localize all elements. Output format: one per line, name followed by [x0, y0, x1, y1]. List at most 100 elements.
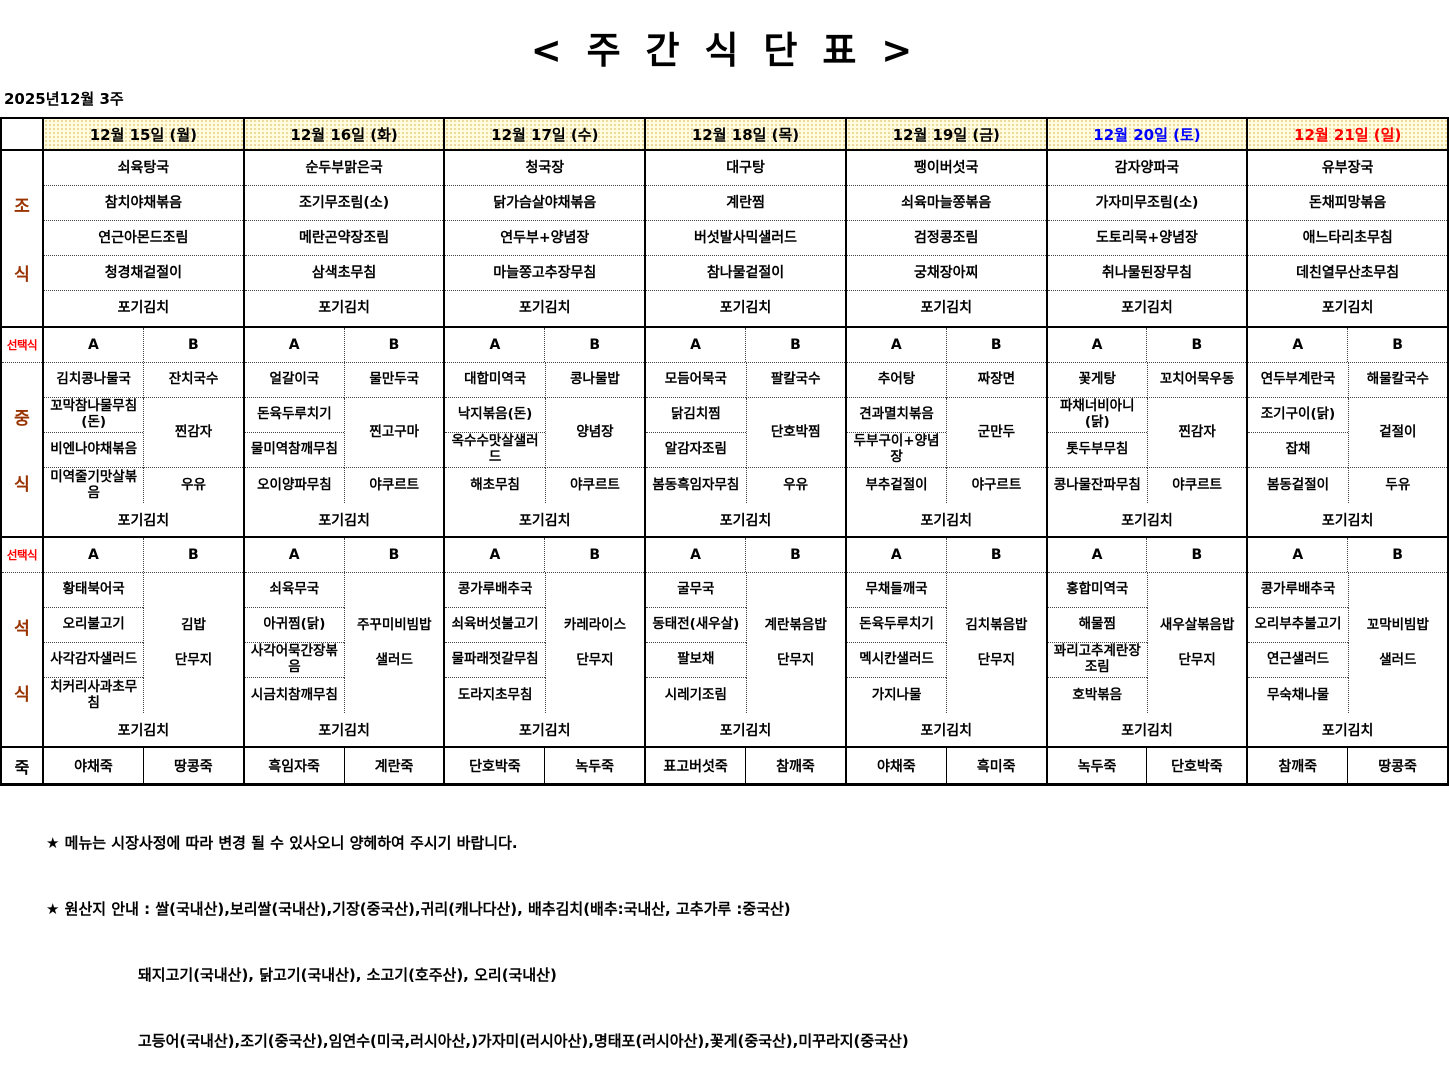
- choice-header-b: B: [142, 538, 243, 572]
- menu-cell: 찐감자: [143, 398, 243, 468]
- menu-cell: [143, 678, 242, 713]
- menu-cell: 버섯발사믹샐러드: [646, 221, 845, 256]
- menu-cell: 추어탕: [846, 363, 947, 398]
- porridge-day-1: 야채죽 땅콩죽: [42, 748, 243, 783]
- menu-grid: 홍합미역국 해물찜 꽈리고추계란장조림 호박볶음 새우살볶음밥 단무지: [1047, 573, 1247, 713]
- lunch-day-5: A B 추어탕 견과멸치볶음 두부구이+양념장 부추겉절이 짜장면 군만두 야구르트 포기김치: [844, 328, 1046, 536]
- note-menu-change: ★ 메뉴는 시장사정에 따라 변경 될 수 있사오니 양헤하여 주시기 바랍니다…: [46, 834, 518, 852]
- choice-header-a: A: [489, 337, 501, 353]
- note-origin-info: ★ 원산지 안내 : 쌀(국내산),보리쌀(국내산),기장(중국산),귀리(캐나…: [46, 900, 791, 918]
- day-header-4: 12월 18일 (목): [644, 119, 845, 149]
- menu-cell: 호박볶음: [1072, 686, 1123, 703]
- kimchi-cell: 포기김치: [920, 722, 972, 739]
- menu-cell: 쇠육탕국: [44, 151, 243, 186]
- row-label-char: 식: [14, 264, 30, 285]
- menu-cell: 대구탕: [646, 151, 845, 186]
- choice-header-b: B: [945, 328, 1046, 362]
- menu-cell: 찐고구마: [344, 398, 444, 468]
- day-header-1: 12월 15일 (월): [42, 119, 243, 149]
- menu-cell: 돈육두루치기: [846, 608, 947, 643]
- menu-cell: 단무지: [544, 643, 644, 678]
- menu-cell: 두부구이+양념장: [846, 433, 947, 468]
- menu-cell: 야쿠르트: [1146, 468, 1246, 503]
- menu-cell: 콩나물밥: [544, 363, 645, 398]
- menu-cell: 삼색초무침: [244, 256, 444, 291]
- porridge-cell: 계란죽: [343, 748, 444, 783]
- menu-cell: 참나물겉절이: [646, 256, 845, 291]
- menu-cell: [344, 678, 443, 713]
- menu-cell: 낙지볶음(돈): [445, 398, 545, 433]
- porridge-cell: 흑미죽: [945, 748, 1046, 783]
- lunch-day-1: A B 김치콩나물국 꼬막참나물무침(돈) 비엔나야채볶음 미역줄기맛살볶음 잔치국수 찐감자…: [42, 328, 243, 536]
- menu-cell: [544, 573, 644, 608]
- menu-cell: 잡채: [1248, 433, 1348, 468]
- menu-cell: 도토리묵+양념장: [1047, 221, 1247, 256]
- choice-header-b: B: [343, 328, 444, 362]
- choice-header-b: B: [1146, 538, 1246, 572]
- row-label-char: 석: [14, 618, 30, 639]
- breakfast-day-2: 순두부맑은국 조기무조림(소) 메란곤약장조림 삼색초무침 포기김치: [242, 151, 444, 326]
- choice-header-a: A: [890, 337, 902, 353]
- menu-grid: 김치콩나물국 꼬막참나물무침(돈) 비엔나야채볶음 미역줄기맛살볶음 잔치국수 찐감자 우유: [44, 363, 243, 503]
- menu-grid: 대합미역국 낙지볶음(돈) 옥수수맛살샐러드 해초무침 콩나물밥 양념장 야쿠르트: [445, 363, 645, 503]
- lunch-day-3: A B 대합미역국 낙지볶음(돈) 옥수수맛살샐러드 해초무침 콩나물밥 양념장 야쿠르트 포기김…: [443, 328, 645, 536]
- choice-header-a: A: [288, 547, 300, 563]
- note-origin-fish: 고등어(국내산),조기(중국산),임연수(미국,러시아산,)가자미(러시아산),…: [138, 1032, 909, 1050]
- porridge-cell: 단호박죽: [469, 758, 521, 775]
- lunch-day-2: A B 얼갈이국 돈육두루치기 물미역참깨무침 오이양파무침 물만두국 찐고구마 야쿠르트 포기김…: [242, 328, 444, 536]
- porridge-cell: 야채죽: [876, 758, 916, 775]
- porridge-day-5: 야채죽 흑미죽: [844, 748, 1046, 783]
- dinner-day-1: A B 황태북어국 오리불고기 사각감자샐러드 치커리사과초무침 김밥 단무지 포기김치: [42, 538, 243, 746]
- menu-cell: 애느타리초무침: [1248, 221, 1448, 256]
- menu-cell: 비엔나야채볶음: [44, 433, 144, 468]
- menu-cell: [946, 678, 1045, 713]
- dinner-day-7: A B 콩가루배추국 오리부추불고기 연근샐러드 무숙채나물 꼬막비빔밥 샐러드 포기김치: [1246, 538, 1448, 746]
- menu-grid: 콩가루배추국 오리부추불고기 연근샐러드 무숙채나물 꼬막비빔밥 샐러드: [1248, 573, 1447, 713]
- menu-cell: 단무지: [946, 643, 1045, 678]
- menu-cell: 데친열무산초무침: [1248, 256, 1448, 291]
- menu-cell: 파채너비아니(닭): [1047, 398, 1147, 433]
- dinner-day-6: A B 홍합미역국 해물찜 꽈리고추계란장조림 호박볶음 새우살볶음밥 단무지 포기김치: [1045, 538, 1247, 746]
- menu-cell: 사각어묵간장볶음: [244, 643, 345, 678]
- row-label-char: 중: [14, 408, 30, 429]
- menu-cell: 겉절이: [1347, 398, 1448, 468]
- menu-cell: [745, 678, 845, 713]
- menu-cell: 포기김치: [1321, 300, 1374, 317]
- menu-cell: 포기김치: [719, 300, 772, 317]
- menu-cell: 아귀찜(닭): [244, 608, 345, 643]
- menu-cell: 부추겉절이: [865, 476, 928, 493]
- menu-cell: 새우살볶음밥: [1146, 608, 1246, 643]
- menu-cell: 팔칼국수: [745, 363, 845, 398]
- menu-grid: 무채들깨국 돈육두루치기 멕시칸샐러드 가지나물 김치볶음밥 단무지: [846, 573, 1046, 713]
- menu-cell: [143, 573, 242, 608]
- breakfast-day-5: 팽이버섯국 쇠육마늘쫑볶음 검정콩조림 궁채장아찌 포기김치: [844, 151, 1046, 326]
- menu-cell: 황태북어국: [44, 573, 144, 608]
- menu-cell: 연근샐러드: [1248, 643, 1348, 678]
- menu-cell: 돈육두루치기: [244, 398, 345, 433]
- dinner-day-3: A B 콩가루배추국 쇠육버섯불고기 물파래젓갈무침 도라지초무침 카레라이스 단무지 포기김치: [443, 538, 645, 746]
- menu-cell: 굴무국: [646, 573, 746, 608]
- menu-cell: 무채들깨국: [846, 573, 947, 608]
- section-dinner: 선택식 석 식 A B 황태북어국 오리불고기 사각감자샐러드 치커리사과초무침 김밥 단무지 포기김…: [2, 538, 1448, 748]
- breakfast-day-1: 쇠육탕국 참치야채볶음 연근아몬드조림 청경채겉절이 포기김치: [42, 151, 243, 326]
- footer-notes: ★ 메뉴는 시장사정에 따라 변경 될 수 있사오니 양헤하여 주시기 바랍니다…: [46, 788, 909, 1074]
- menu-cell: [1146, 678, 1246, 713]
- menu-cell: 순두부맑은국: [244, 151, 444, 186]
- section-porridge: 죽 야채죽 땅콩죽 흑임자죽 계란죽 단호박죽 녹두죽 표고버섯죽 참깨죽 야채죽 흑미죽 녹두죽 단호…: [2, 748, 1447, 783]
- menu-cell: 야쿠르트: [544, 468, 644, 503]
- menu-cell: 연두부+양념장: [445, 221, 645, 256]
- menu-cell: 김밥: [143, 608, 242, 643]
- page-title: < 주 간 식 단 표 >: [530, 29, 919, 72]
- menu-cell: 김치콩나물국: [44, 363, 144, 398]
- choice-header-b: B: [142, 328, 243, 362]
- choice-header-a: A: [88, 337, 99, 353]
- menu-cell: 팔보채: [646, 643, 746, 678]
- kimchi-cell: 포기김치: [1121, 722, 1173, 739]
- porridge-cell: 참깨죽: [745, 748, 845, 783]
- porridge-day-7: 참깨죽 땅콩죽: [1246, 748, 1447, 783]
- menu-cell: 군만두: [946, 398, 1046, 468]
- menu-cell: 청국장: [445, 151, 645, 186]
- week-label: 2025년12월 3주: [4, 90, 124, 108]
